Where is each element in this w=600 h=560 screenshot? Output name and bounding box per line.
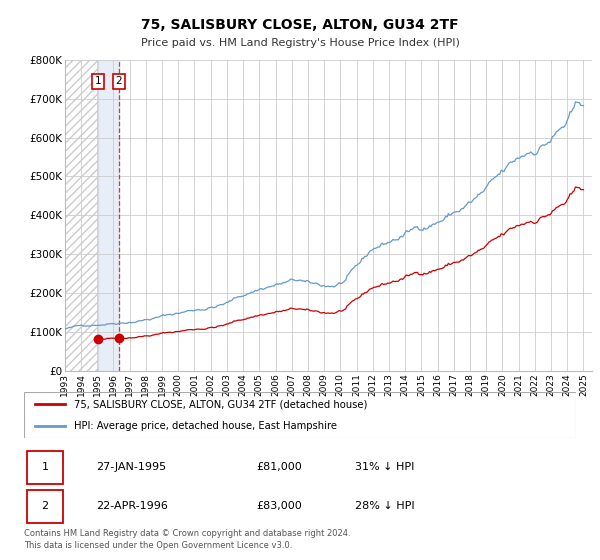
FancyBboxPatch shape xyxy=(27,451,62,484)
Text: 2: 2 xyxy=(115,76,122,86)
Text: 28% ↓ HPI: 28% ↓ HPI xyxy=(355,501,415,511)
Text: HPI: Average price, detached house, East Hampshire: HPI: Average price, detached house, East… xyxy=(74,422,337,431)
Text: Price paid vs. HM Land Registry's House Price Index (HPI): Price paid vs. HM Land Registry's House … xyxy=(140,38,460,48)
FancyBboxPatch shape xyxy=(27,490,62,524)
Text: 22-APR-1996: 22-APR-1996 xyxy=(96,501,167,511)
Text: Contains HM Land Registry data © Crown copyright and database right 2024.
This d: Contains HM Land Registry data © Crown c… xyxy=(24,529,350,550)
Text: £83,000: £83,000 xyxy=(256,501,302,511)
Bar xyxy=(65,60,98,371)
Text: 2: 2 xyxy=(41,501,49,511)
Bar xyxy=(98,60,119,371)
Text: 75, SALISBURY CLOSE, ALTON, GU34 2TF (detached house): 75, SALISBURY CLOSE, ALTON, GU34 2TF (de… xyxy=(74,399,367,409)
Text: 75, SALISBURY CLOSE, ALTON, GU34 2TF: 75, SALISBURY CLOSE, ALTON, GU34 2TF xyxy=(141,18,459,32)
Text: 31% ↓ HPI: 31% ↓ HPI xyxy=(355,462,415,472)
Text: 1: 1 xyxy=(95,76,101,86)
Text: 27-JAN-1995: 27-JAN-1995 xyxy=(96,462,166,472)
Text: £81,000: £81,000 xyxy=(256,462,302,472)
Text: 1: 1 xyxy=(41,462,49,472)
